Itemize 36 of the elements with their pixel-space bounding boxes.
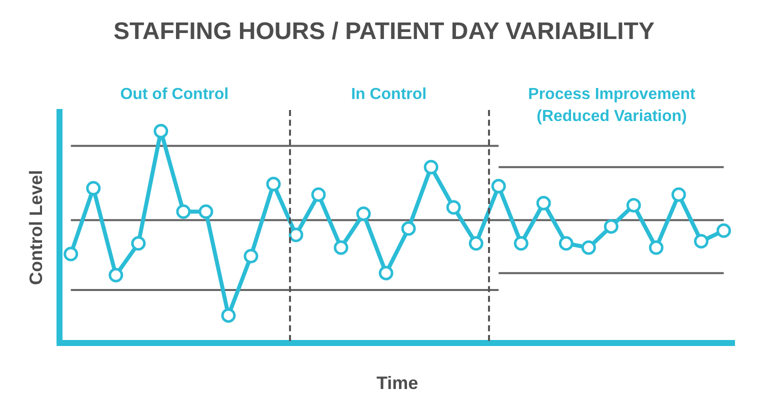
point — [694, 234, 708, 249]
text: In Control — [350, 85, 428, 105]
point — [176, 204, 191, 219]
point — [604, 219, 618, 234]
point — [266, 176, 281, 192]
point — [558, 236, 574, 251]
point — [154, 124, 168, 138]
point — [311, 187, 326, 202]
point — [288, 228, 304, 242]
point — [626, 198, 641, 212]
point — [671, 187, 686, 202]
point — [86, 181, 101, 196]
point — [108, 268, 124, 282]
point — [716, 223, 731, 238]
x-axis-title: Time — [376, 373, 418, 394]
text: Process Improvement (Reduced Variation) — [527, 85, 696, 127]
point — [198, 204, 214, 219]
point — [221, 308, 236, 323]
point — [244, 248, 258, 264]
point — [356, 206, 371, 221]
point — [334, 240, 348, 255]
text: Out of Control — [119, 85, 230, 105]
point — [424, 160, 438, 174]
point — [401, 221, 416, 236]
point — [491, 178, 506, 194]
point — [446, 200, 461, 215]
point — [648, 240, 664, 255]
y-axis-title: Control Level — [26, 170, 46, 286]
point — [378, 266, 394, 280]
point — [536, 196, 551, 210]
point — [64, 246, 78, 262]
point — [581, 240, 596, 255]
point — [468, 236, 484, 251]
point — [514, 236, 528, 251]
chart-title: STAFFING HOURS / PATIENT DAY VARIABILITY — [112, 18, 656, 46]
point — [131, 236, 146, 251]
